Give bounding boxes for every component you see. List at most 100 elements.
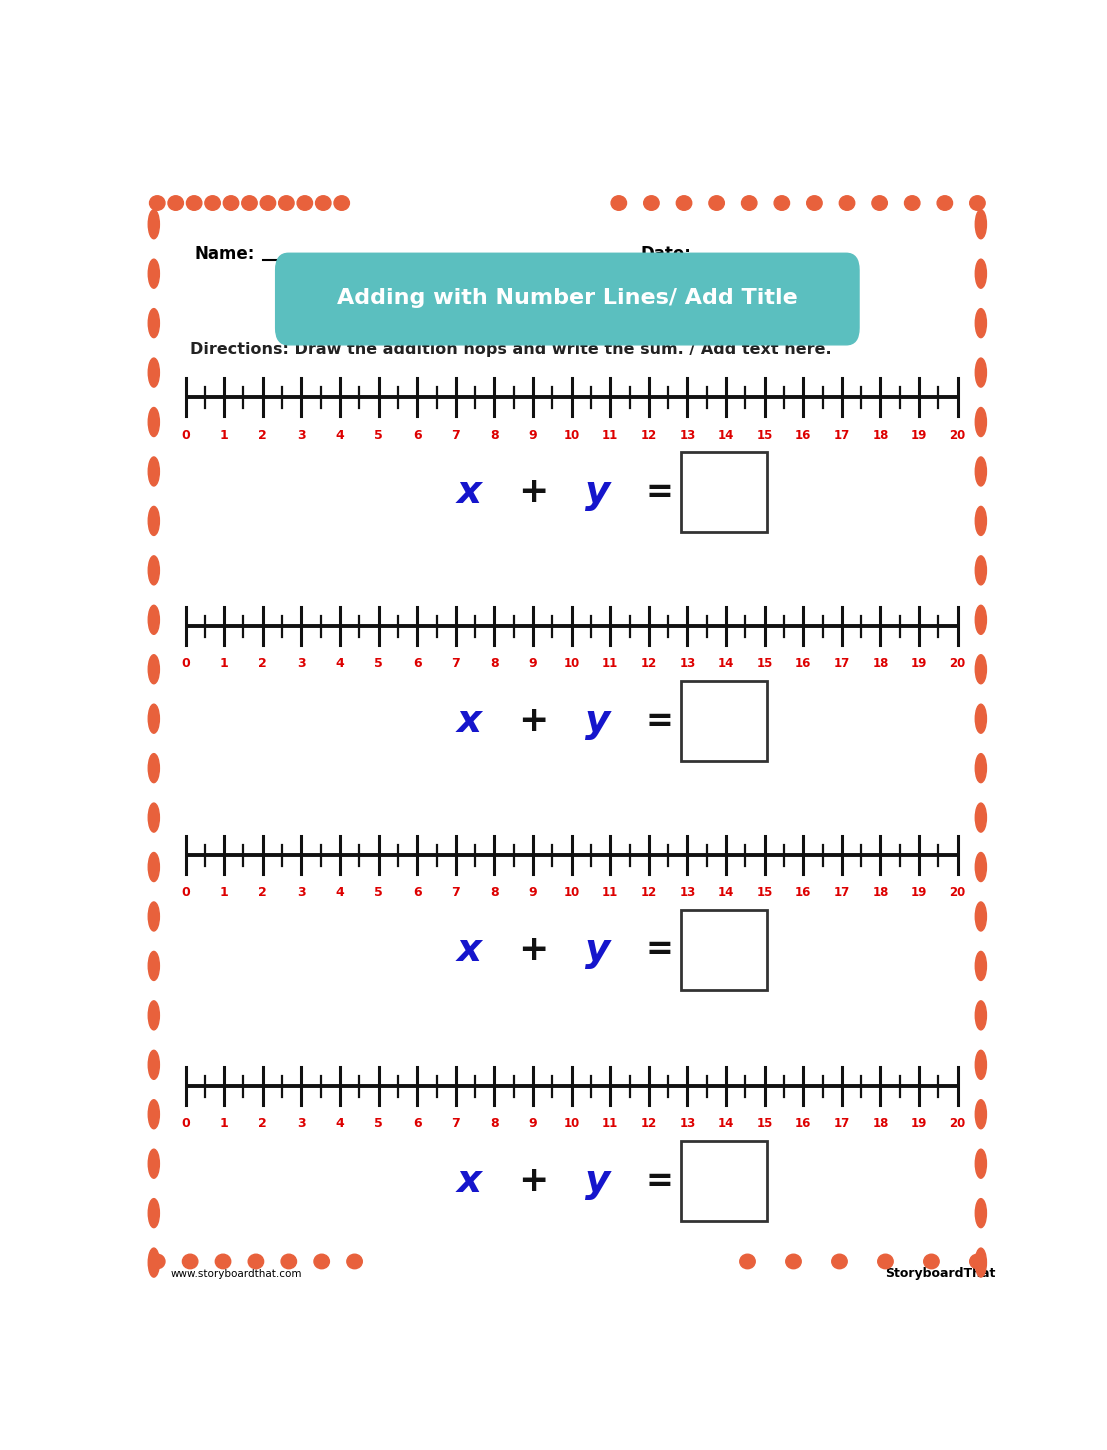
Ellipse shape [611,196,627,210]
Text: 10: 10 [563,429,580,442]
Text: 12: 12 [641,1118,656,1131]
Ellipse shape [215,1254,230,1269]
Ellipse shape [148,358,159,387]
Text: 20: 20 [950,886,965,899]
Text: 0: 0 [182,886,190,899]
Text: 18: 18 [872,657,889,670]
Ellipse shape [839,196,855,210]
Text: 15: 15 [756,429,773,442]
Ellipse shape [148,555,159,584]
Ellipse shape [241,196,257,210]
Text: 18: 18 [872,429,889,442]
Text: 8: 8 [490,886,499,899]
Text: 5: 5 [374,1118,383,1131]
Ellipse shape [975,260,986,289]
Text: 7: 7 [452,429,461,442]
Ellipse shape [742,196,757,210]
Ellipse shape [975,210,986,239]
Text: Date:: Date: [640,245,691,264]
Ellipse shape [975,803,986,832]
Text: 15: 15 [756,657,773,670]
Ellipse shape [831,1254,847,1269]
Text: =: = [645,705,673,738]
Text: y: y [584,931,610,969]
Text: 15: 15 [756,886,773,899]
Ellipse shape [975,655,986,684]
Ellipse shape [315,196,331,210]
Text: x: x [456,473,482,512]
Text: 11: 11 [602,886,619,899]
Ellipse shape [148,260,159,289]
Text: x: x [456,702,482,740]
Text: 13: 13 [680,886,695,899]
Text: x: x [456,1161,482,1201]
Text: 13: 13 [680,657,695,670]
Text: =: = [645,934,673,967]
Text: 15: 15 [756,1118,773,1131]
Ellipse shape [975,1050,986,1079]
Text: 6: 6 [413,886,422,899]
Ellipse shape [975,754,986,783]
Text: 16: 16 [795,1118,811,1131]
Ellipse shape [708,196,724,210]
Text: 19: 19 [911,1118,928,1131]
Text: 16: 16 [795,886,811,899]
Ellipse shape [149,196,165,210]
Text: =: = [645,1164,673,1198]
Text: 13: 13 [680,1118,695,1131]
Ellipse shape [975,705,986,734]
Ellipse shape [975,555,986,584]
Ellipse shape [224,196,239,210]
Text: 5: 5 [374,657,383,670]
Ellipse shape [279,196,294,210]
Text: =: = [645,476,673,509]
Ellipse shape [260,196,276,210]
Text: 17: 17 [834,657,850,670]
Ellipse shape [975,1199,986,1228]
Bar [682,682,767,761]
Text: 2: 2 [258,657,267,670]
Text: 14: 14 [717,886,734,899]
Ellipse shape [975,1000,986,1030]
Text: 16: 16 [795,429,811,442]
Text: y: y [584,473,610,512]
Ellipse shape [148,1150,159,1179]
Ellipse shape [314,1254,330,1269]
Text: x: x [456,931,482,969]
Text: 12: 12 [641,886,656,899]
Text: 2: 2 [258,886,267,899]
Text: 14: 14 [717,657,734,670]
Text: 13: 13 [680,429,695,442]
Ellipse shape [148,1099,159,1128]
Ellipse shape [878,1254,893,1269]
Ellipse shape [975,506,986,535]
Text: 16: 16 [795,657,811,670]
Text: 7: 7 [452,657,461,670]
Text: 7: 7 [452,1118,461,1131]
Text: 14: 14 [717,429,734,442]
Ellipse shape [148,506,159,535]
Ellipse shape [975,853,986,882]
Text: 18: 18 [872,886,889,899]
Ellipse shape [938,196,952,210]
Ellipse shape [148,309,159,338]
Text: 5: 5 [374,886,383,899]
Ellipse shape [970,196,985,210]
Ellipse shape [643,196,659,210]
Ellipse shape [148,655,159,684]
Text: 6: 6 [413,429,422,442]
Text: 8: 8 [490,657,499,670]
Text: 14: 14 [717,1118,734,1131]
Text: 4: 4 [335,657,344,670]
Ellipse shape [923,1254,939,1269]
FancyBboxPatch shape [276,254,859,345]
Ellipse shape [807,196,823,210]
Text: 4: 4 [335,429,344,442]
Ellipse shape [975,1150,986,1179]
Text: 9: 9 [529,1118,537,1131]
Ellipse shape [904,196,920,210]
Text: 9: 9 [529,886,537,899]
Ellipse shape [205,196,220,210]
Ellipse shape [786,1254,801,1269]
Ellipse shape [281,1254,297,1269]
